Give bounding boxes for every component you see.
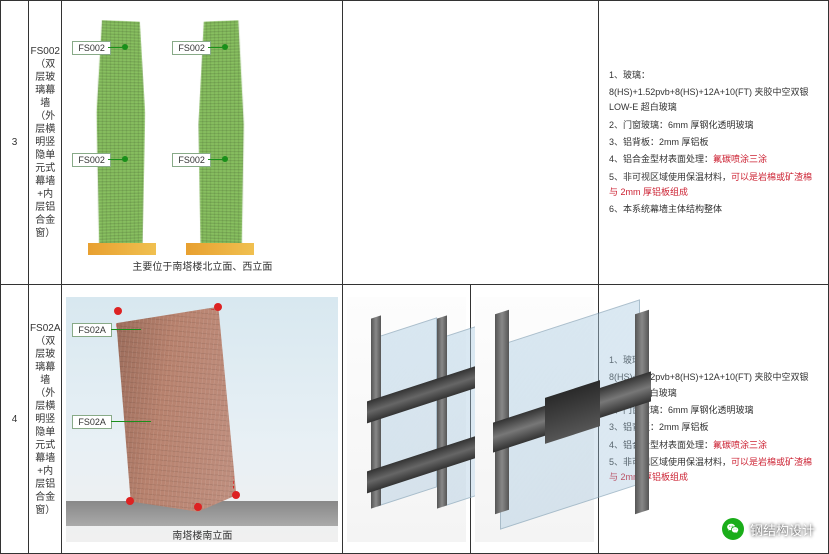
spec-line: 2、门窗玻璃：6mm 厚钢化透明玻璃 bbox=[609, 118, 818, 133]
spec-description: 1、玻璃： 8(HS)+1.52pvb+8(HS)+12A+10(FT) 夹胶中空… bbox=[598, 1, 828, 285]
spec-line: 3、铝背板：2mm 厚铝板 bbox=[609, 135, 818, 150]
spec-line: 1、玻璃： bbox=[609, 68, 818, 83]
spec-table: 3 FS002 （双 层玻 璃幕 墙 （外 层横 明竖 隐单 元式 幕墙 +内 … bbox=[0, 0, 829, 554]
table-row: 4 FS02A （双 层玻 璃幕 墙 （外 层横 明竖 隐单 元式 幕墙 +内 … bbox=[1, 285, 829, 554]
callout-label: FS002 bbox=[72, 153, 111, 167]
watermark-text: 钢结构设计 bbox=[750, 520, 815, 539]
spec-line: 8(HS)+1.52pvb+8(HS)+12A+10(FT) 夹胶中空双银 LO… bbox=[609, 85, 818, 116]
name-code: FS002 bbox=[30, 45, 59, 58]
spec-line: 5、非可视区域使用保温材料，可以是岩棉或矿渣棉与 2mm 厚铝板组成 bbox=[609, 170, 818, 201]
detail-isometric-2 bbox=[471, 285, 599, 554]
system-name: FS02A （双 层玻 璃幕 墙 （外 层横 明竖 隐单 元式 幕墙 +内 层铝… bbox=[29, 285, 62, 554]
callout-label: FS02A bbox=[72, 415, 112, 429]
elevation-diagram: FS002 FS002 FS002 FS002 主要位于南塔楼北立面、西立面 bbox=[62, 1, 343, 285]
figure-caption: 主要位于南塔楼北立面、西立面 bbox=[66, 258, 338, 273]
system-name: FS002 （双 层玻 璃幕 墙 （外 层横 明竖 隐单 元式 幕墙 +内 层铝… bbox=[29, 1, 62, 285]
row-index: 4 bbox=[1, 285, 29, 554]
building-photo: FS02A FS02A 南塔楼南立面 bbox=[62, 285, 343, 554]
wechat-icon bbox=[722, 518, 744, 540]
detail-image bbox=[343, 1, 599, 285]
row-index: 3 bbox=[1, 1, 29, 285]
watermark: 钢结构设计 bbox=[722, 518, 815, 540]
callout-label: FS002 bbox=[172, 41, 211, 55]
detail-isometric-1 bbox=[343, 285, 471, 554]
spec-line: 6、本系统幕墙主体结构整体 bbox=[609, 202, 818, 217]
spec-line: 4、铝合金型材表面处理：氟碳喷涂三涂 bbox=[609, 152, 818, 167]
figure-caption: 南塔楼南立面 bbox=[66, 527, 338, 542]
table-row: 3 FS002 （双 层玻 璃幕 墙 （外 层横 明竖 隐单 元式 幕墙 +内 … bbox=[1, 1, 829, 285]
callout-label: FS002 bbox=[172, 153, 211, 167]
name-code: FS02A bbox=[30, 322, 61, 335]
callout-label: FS002 bbox=[72, 41, 111, 55]
callout-label: FS02A bbox=[72, 323, 112, 337]
region-outline bbox=[116, 309, 234, 504]
